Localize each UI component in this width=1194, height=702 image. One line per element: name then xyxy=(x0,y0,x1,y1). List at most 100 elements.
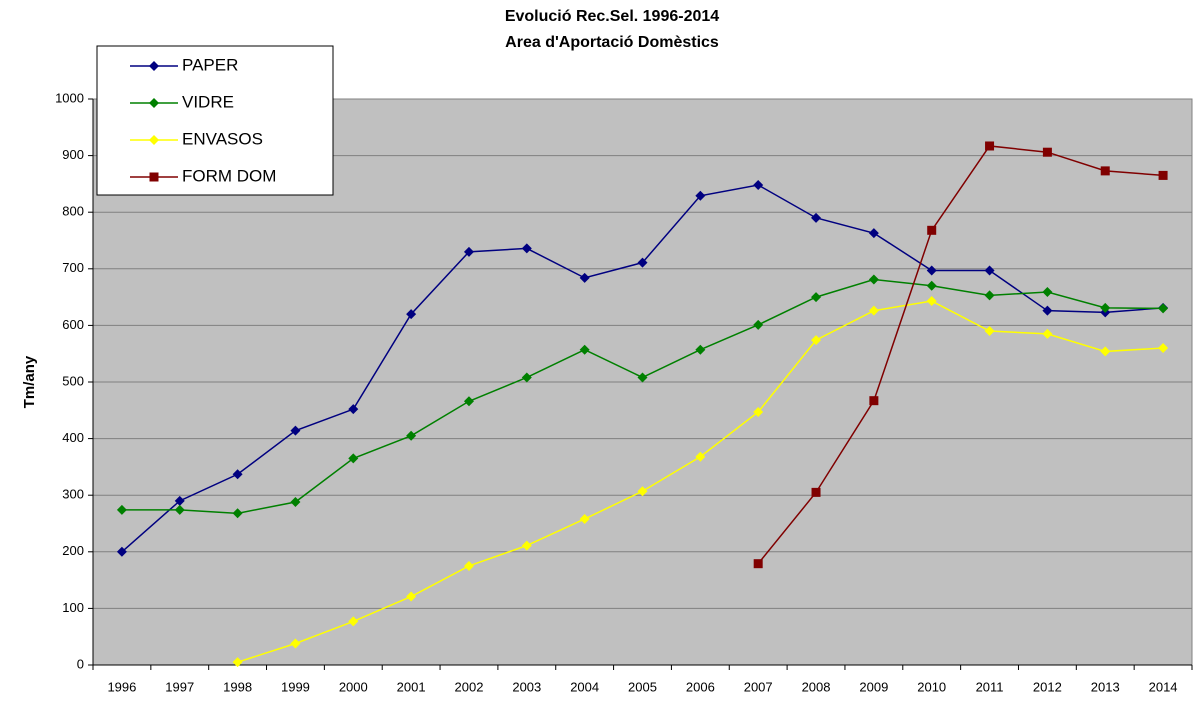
marker xyxy=(868,228,879,239)
marker xyxy=(149,172,159,182)
x-tick-label: 2005 xyxy=(628,679,657,694)
marker xyxy=(1042,287,1053,298)
marker xyxy=(1158,343,1169,354)
marker xyxy=(984,326,995,337)
chart-title: Evolució Rec.Sel. 1996-2014 xyxy=(505,8,719,25)
marker xyxy=(463,246,474,257)
marker xyxy=(463,560,474,571)
marker xyxy=(926,296,937,307)
legend-label: ENVASOS xyxy=(182,129,263,148)
marker xyxy=(985,141,995,151)
marker xyxy=(811,487,821,497)
marker xyxy=(348,404,359,415)
marker xyxy=(116,504,127,515)
marker xyxy=(521,243,532,254)
marker xyxy=(1158,170,1168,180)
marker xyxy=(149,98,159,108)
marker xyxy=(868,305,879,316)
y-axis-label: Tm/any xyxy=(21,355,38,408)
x-tick-label: 2013 xyxy=(1091,679,1120,694)
marker xyxy=(1100,166,1110,176)
x-tick-label: 2014 xyxy=(1149,679,1178,694)
x-tick-label: 2000 xyxy=(339,679,368,694)
marker xyxy=(521,372,532,383)
x-tick-label: 1999 xyxy=(281,679,310,694)
marker xyxy=(926,265,937,276)
marker xyxy=(406,591,417,602)
legend-label: PAPER xyxy=(182,55,238,74)
marker xyxy=(695,451,706,462)
x-tick-label: 1996 xyxy=(107,679,136,694)
marker xyxy=(1100,302,1111,313)
x-tick-label: 2009 xyxy=(859,679,888,694)
marker xyxy=(753,319,764,330)
marker xyxy=(406,430,417,441)
marker xyxy=(811,335,822,346)
marker xyxy=(1042,328,1053,339)
marker xyxy=(290,496,301,507)
legend-label: FORM DOM xyxy=(182,166,276,185)
marker xyxy=(637,372,648,383)
x-tick-label: 2001 xyxy=(397,679,426,694)
marker xyxy=(695,190,706,201)
y-tick-label: 0 xyxy=(77,656,84,671)
y-tick-label: 400 xyxy=(62,430,84,445)
marker xyxy=(695,344,706,355)
marker xyxy=(637,257,648,268)
x-tick-label: 1997 xyxy=(165,679,194,694)
marker xyxy=(232,469,243,480)
marker xyxy=(1100,346,1111,357)
x-tick-label: 2011 xyxy=(976,679,1004,694)
y-tick-label: 200 xyxy=(62,543,84,558)
x-tick-label: 2012 xyxy=(1033,679,1062,694)
marker xyxy=(927,225,937,235)
x-tick-label: 1998 xyxy=(223,679,252,694)
marker xyxy=(116,546,127,557)
y-tick-label: 600 xyxy=(62,317,84,332)
y-tick-label: 300 xyxy=(62,487,84,502)
marker xyxy=(290,425,301,436)
marker xyxy=(174,504,185,515)
marker xyxy=(1042,305,1053,316)
marker xyxy=(463,396,474,407)
marker xyxy=(811,292,822,303)
marker xyxy=(579,344,590,355)
x-tick-label: 2003 xyxy=(512,679,541,694)
marker xyxy=(753,406,764,417)
marker xyxy=(869,396,879,406)
marker xyxy=(174,495,185,506)
y-tick-label: 800 xyxy=(62,204,84,219)
legend-label: VIDRE xyxy=(182,92,234,111)
marker xyxy=(579,272,590,283)
marker xyxy=(984,265,995,276)
marker xyxy=(868,274,879,285)
x-tick-label: 2002 xyxy=(455,679,484,694)
marker xyxy=(1158,303,1169,314)
marker xyxy=(232,508,243,519)
marker xyxy=(1042,147,1052,157)
marker xyxy=(149,135,159,145)
marker xyxy=(637,486,648,497)
marker xyxy=(232,657,243,668)
marker xyxy=(579,513,590,524)
marker xyxy=(149,61,159,71)
x-tick-label: 2010 xyxy=(917,679,946,694)
x-tick-label: 2008 xyxy=(802,679,831,694)
chart-subtitle: Area d'Aportació Domèstics xyxy=(505,34,719,51)
marker xyxy=(406,309,417,320)
marker xyxy=(753,559,763,569)
marker xyxy=(984,290,995,301)
marker xyxy=(811,212,822,223)
series-line xyxy=(757,145,1164,565)
y-tick-label: 1000 xyxy=(55,90,84,105)
x-tick-label: 2007 xyxy=(744,679,773,694)
marker xyxy=(521,540,532,551)
marker xyxy=(290,638,301,649)
y-tick-label: 500 xyxy=(62,373,84,388)
marker xyxy=(348,453,359,464)
marker xyxy=(926,280,937,291)
marker xyxy=(753,180,764,191)
y-tick-label: 100 xyxy=(62,600,84,615)
x-tick-label: 2006 xyxy=(686,679,715,694)
